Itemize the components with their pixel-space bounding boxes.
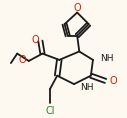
Text: O: O (110, 76, 117, 86)
Text: NH: NH (100, 54, 114, 63)
Text: O: O (18, 55, 26, 65)
Text: NH: NH (80, 83, 94, 92)
Text: O: O (31, 35, 39, 45)
Text: O: O (73, 3, 81, 13)
Text: Cl: Cl (45, 106, 55, 116)
